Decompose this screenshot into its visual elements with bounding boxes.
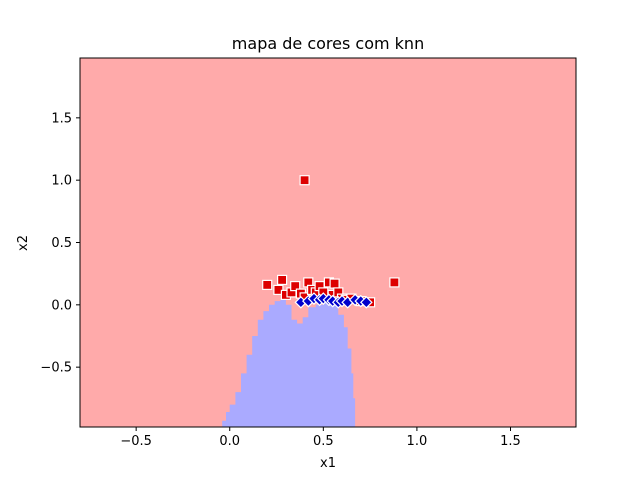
data-point bbox=[262, 279, 273, 290]
x-axis-label: x1 bbox=[320, 456, 336, 471]
chart-title: mapa de cores com knn bbox=[232, 34, 424, 53]
data-point bbox=[299, 175, 310, 186]
x-tick-label: −0.5 bbox=[120, 434, 152, 449]
data-point bbox=[329, 278, 340, 289]
y-tick-label: 0.5 bbox=[51, 236, 72, 251]
y-axis-label: x2 bbox=[16, 235, 31, 251]
decision-region bbox=[218, 299, 356, 427]
plot-area bbox=[79, 57, 577, 428]
y-tick-label: 0.0 bbox=[51, 298, 72, 313]
y-tick-label: −0.5 bbox=[40, 361, 72, 376]
x-tick-label: 0.5 bbox=[313, 434, 334, 449]
x-tick-label: 0.0 bbox=[219, 434, 240, 449]
series-1 bbox=[294, 292, 373, 309]
data-point bbox=[290, 281, 301, 292]
y-tick-label: 1.0 bbox=[51, 174, 72, 189]
axis-ticks: −0.5 0.0 0.5 1.0 1.5 −0.5 0.0 0.5 1.0 1.5 bbox=[40, 111, 520, 449]
data-point bbox=[360, 295, 373, 309]
x-tick-label: 1.0 bbox=[407, 434, 428, 449]
data-point bbox=[277, 274, 288, 285]
y-tick-label: 1.5 bbox=[51, 111, 72, 126]
plot-inner bbox=[80, 58, 576, 427]
data-point bbox=[389, 277, 400, 288]
x-tick-label: 1.5 bbox=[500, 434, 521, 449]
